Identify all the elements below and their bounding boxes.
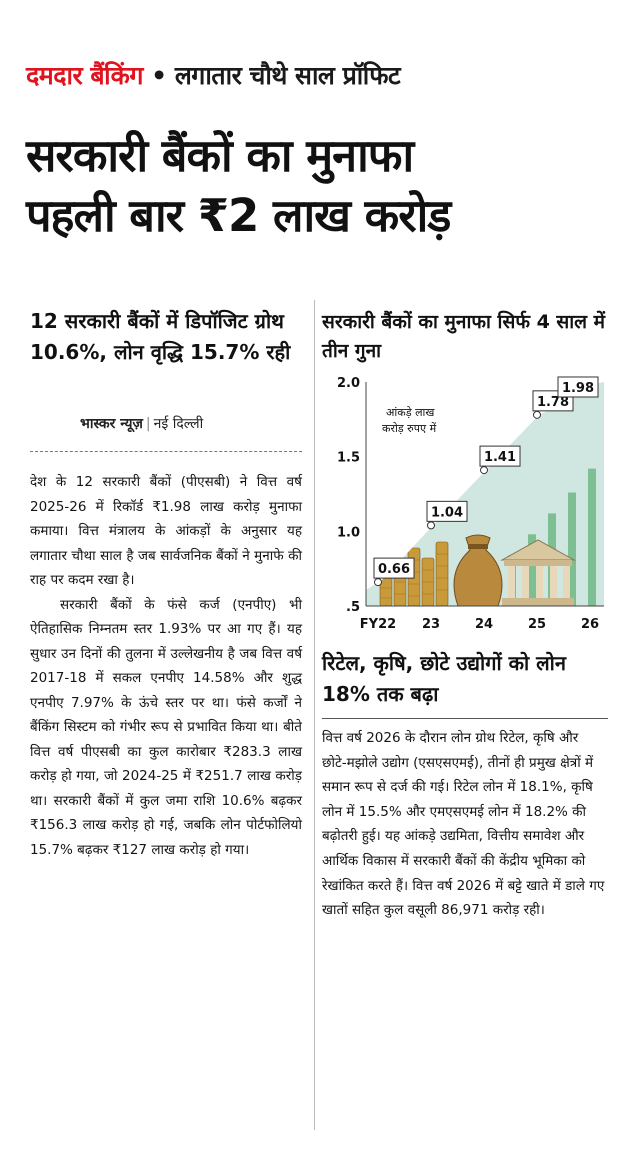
bank-building-icon	[500, 539, 576, 606]
byline-city: नई दिल्ली	[153, 416, 204, 432]
headline-line-2: पहली बार ₹2 लाख करोड़	[26, 189, 451, 242]
right-body: वित्त वर्ष 2026 के दौरान लोन ग्रोथ रिटेल…	[322, 726, 606, 923]
chart-data-point	[427, 521, 435, 530]
chart-y-tick-label: 1.5	[337, 451, 360, 466]
chart-x-tick-label: 25	[528, 617, 546, 632]
kicker-tag: दमदार बैंकिंग	[26, 61, 143, 90]
profit-chart: .5 1.0 1.5 2.0 FY22 23 24 25 26 0.66 1.04 1.41 1.78 1…	[318, 372, 614, 642]
chart-y-tick-label: 2.0	[337, 376, 360, 391]
chart-value-label-box	[373, 557, 415, 579]
chart-data-point	[533, 410, 541, 419]
chart-background-bar	[568, 492, 576, 606]
kicker-text: लगातार चौथे साल प्रॉफिट	[174, 61, 401, 90]
chart-value-label: 0.66	[378, 562, 410, 577]
chart-data-point	[374, 578, 382, 587]
right-paragraph-1: वित्त वर्ष 2026 के दौरान लोन ग्रोथ रिटेल…	[322, 730, 605, 919]
chart-value-label: 1.98	[562, 381, 594, 396]
chart-value-label: 1.78	[537, 395, 569, 410]
headline: सरकारी बैंकों का मुनाफा पहली बार ₹2 लाख …	[26, 126, 606, 246]
left-paragraph-1: देश के 12 सरकारी बैंकों (पीएसबी) ने वित्…	[30, 474, 302, 588]
chart-unit-note-line-1: आंकड़े लाख	[386, 406, 435, 419]
chart-value-label-box	[426, 500, 468, 522]
dashed-divider	[30, 451, 302, 452]
chart-value-label: 1.41	[484, 450, 516, 465]
left-paragraph-2: सरकारी बैंकों के फंसे कर्ज (एनपीए) भी ऐत…	[30, 596, 302, 858]
chart-value-label: 1.04	[431, 505, 463, 520]
kicker-bullet: •	[151, 61, 167, 90]
byline-separator: |	[145, 416, 151, 432]
right-deck: रिटेल, कृषि, छोटे उद्योगों को लोन 18% तक…	[322, 651, 566, 706]
chart-x-tick-label: FY22	[360, 617, 396, 632]
byline: भास्कर न्यूज़ | नई दिल्ली	[80, 414, 300, 433]
kicker-line: दमदार बैंकिंग • लगातार चौथे साल प्रॉफिट	[26, 58, 606, 92]
chart-x-tick-label: 23	[422, 617, 440, 632]
headline-line-1: सरकारी बैंकों का मुनाफा	[26, 129, 414, 182]
chart-unit-note-line-2: करोड़ रुपए में	[382, 422, 437, 435]
chart-background-bar	[528, 534, 536, 606]
byline-source: भास्कर न्यूज़	[80, 416, 143, 432]
right-divider	[322, 718, 608, 719]
chart-x-tick-label: 24	[475, 617, 493, 632]
chart-value-label-box	[557, 376, 599, 398]
chart-svg: .5 1.0 1.5 2.0 FY22 23 24 25 26 0.66 1.04 1.41 1.781…	[337, 376, 604, 632]
column-divider	[314, 300, 315, 1130]
chart-background-bar	[588, 468, 596, 606]
chart-x-tick-label: 26	[581, 617, 599, 632]
left-deck: 12 सरकारी बैंकों में डिपॉजिट ग्रोथ 10.6%…	[30, 309, 291, 364]
chart-y-tick-label: 1.0	[337, 525, 360, 540]
chart-title: सरकारी बैंकों का मुनाफा सिर्फ 4 साल में …	[322, 311, 606, 362]
chart-y-tick-label: .5	[346, 600, 360, 615]
money-bag-icon	[453, 534, 503, 607]
left-body: देश के 12 सरकारी बैंकों (पीएसबी) ने वित्…	[30, 470, 302, 862]
chart-value-label-box	[479, 445, 521, 467]
chart-data-point	[480, 466, 488, 475]
